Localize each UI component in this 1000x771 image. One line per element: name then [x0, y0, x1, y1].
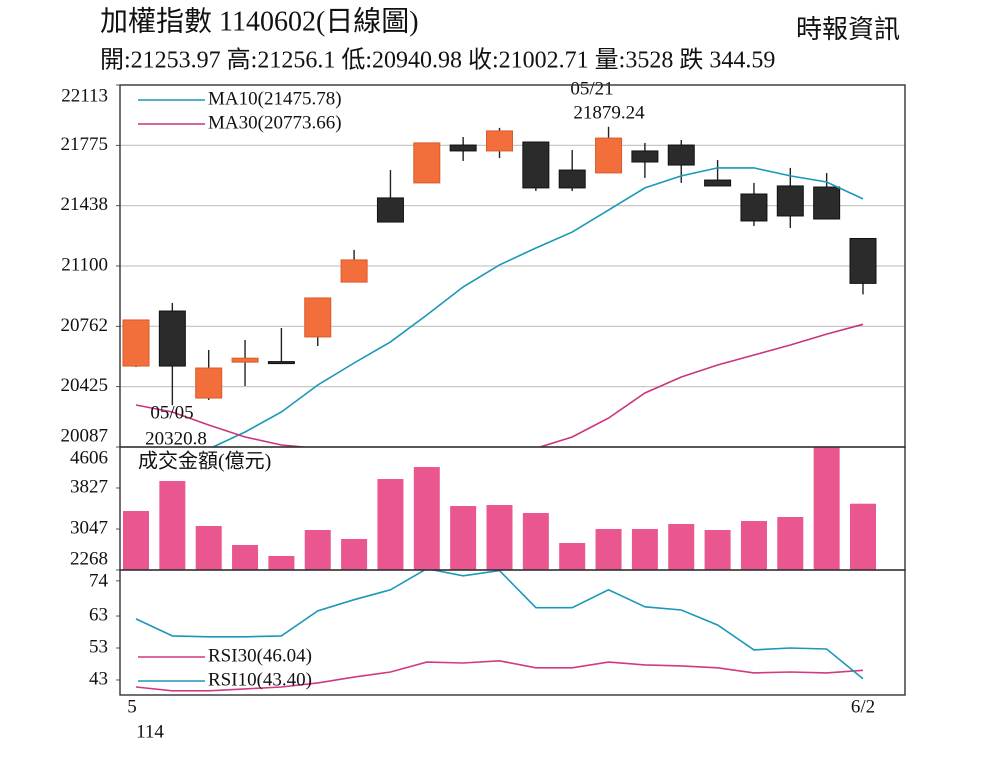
candle-body: [231, 357, 259, 363]
line: [135, 659, 864, 692]
bar: [486, 505, 513, 570]
candle-body: [195, 367, 223, 399]
annotation: 05/21: [570, 78, 613, 99]
y-tick-label: 3047: [70, 517, 108, 538]
y-tick-label: 20762: [61, 315, 109, 336]
y-tick-label: 53: [89, 636, 108, 657]
bar: [377, 479, 404, 570]
candle-body: [449, 144, 477, 152]
annotation-value: 21879.24: [573, 102, 645, 123]
y-tick-label: 4606: [70, 447, 108, 468]
bar: [668, 524, 695, 570]
candle-body: [849, 237, 877, 284]
candle-body: [813, 186, 841, 220]
candle-body: [267, 361, 295, 365]
bar: [813, 447, 840, 570]
source: 時報資訊: [796, 15, 900, 44]
bar: [450, 506, 477, 570]
candle-body: [558, 169, 586, 189]
annotation-value: 20320.8: [145, 428, 207, 449]
plot-area: [123, 447, 876, 570]
candle-body: [304, 297, 332, 338]
chart-title: 加權指數 1140602(日線圖): [100, 5, 419, 37]
bar: [595, 529, 622, 570]
bar: [195, 526, 222, 570]
y-tick-label: 3827: [70, 476, 108, 497]
bar: [522, 513, 549, 570]
candle-body: [376, 197, 404, 223]
bar: [704, 530, 731, 570]
bar: [559, 543, 586, 570]
bar: [341, 539, 368, 570]
annotation: 05/05: [150, 402, 193, 423]
y-tick-label: 2268: [70, 548, 108, 569]
candle-body: [340, 259, 368, 283]
line: [135, 323, 864, 447]
bar: [268, 556, 295, 570]
bar: [232, 545, 259, 570]
legend-label: RSI30(46.04): [208, 645, 312, 666]
y-tick-label: 43: [89, 668, 108, 689]
bar: [159, 481, 186, 570]
bar: [850, 503, 876, 570]
panel-frame: [119, 569, 906, 696]
candle-body: [413, 142, 441, 184]
candle-body: [704, 179, 732, 187]
candle-body: [158, 310, 186, 367]
bar: [413, 467, 440, 570]
panel-title: 成交金額(億元): [138, 450, 271, 473]
bar: [123, 511, 149, 570]
x-tick-label: 5: [127, 696, 137, 717]
candle-body: [522, 141, 550, 189]
x-sub-label: 114: [136, 721, 164, 742]
candle-body: [595, 137, 623, 174]
legend-label: RSI10(43.40): [208, 669, 312, 690]
plot-area: [120, 126, 905, 447]
candle-body: [486, 130, 513, 152]
summary: 開:21253.97 高:21256.1 低:20940.98 收:21002.…: [100, 47, 775, 74]
candle-body: [740, 193, 768, 222]
candle-body: [631, 150, 659, 163]
x-tick-label: 6/2: [851, 696, 875, 717]
candle-body: [776, 185, 804, 217]
bar: [740, 521, 767, 570]
line: [211, 167, 864, 447]
y-tick-label: 22113: [61, 85, 108, 106]
y-tick-label: 63: [89, 604, 108, 625]
y-tick-label: 21438: [61, 194, 109, 215]
y-tick-label: 21775: [61, 134, 109, 155]
bar: [304, 530, 331, 570]
y-tick-label: 20087: [61, 425, 109, 446]
candle-body: [122, 319, 150, 367]
legend-label: MA10(21475.78): [208, 88, 342, 109]
y-tick-label: 20425: [61, 375, 109, 396]
y-tick-label: 21100: [61, 254, 108, 275]
y-tick-label: 74: [89, 570, 109, 591]
candle-body: [667, 144, 695, 166]
bar: [631, 529, 658, 570]
legend-label: MA30(20773.66): [208, 112, 342, 133]
bar: [777, 517, 804, 570]
